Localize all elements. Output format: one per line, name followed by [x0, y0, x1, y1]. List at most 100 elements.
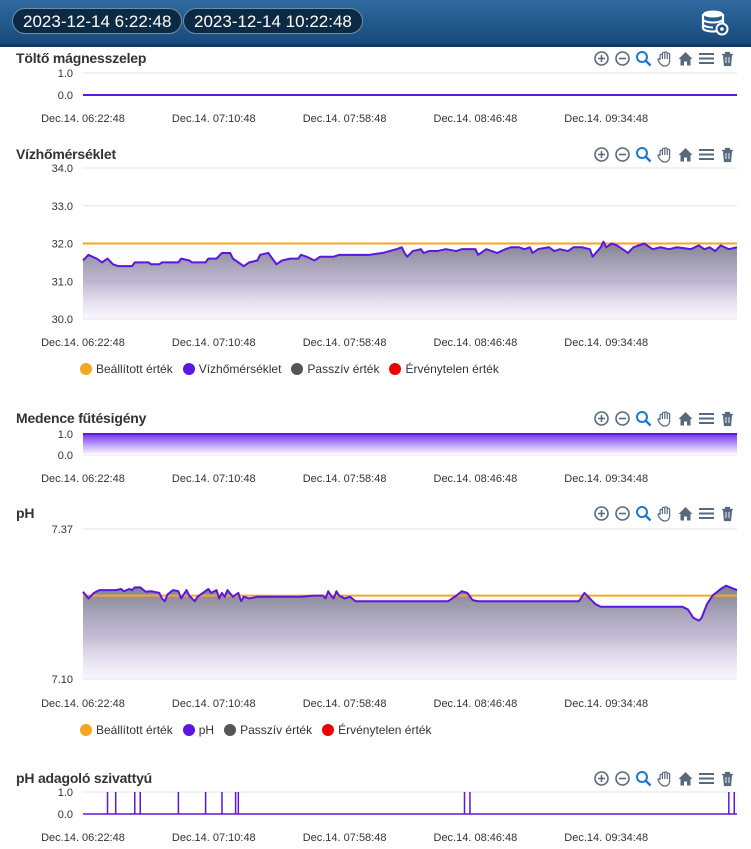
- x-tick-label: Dec.14. 07:58:48: [303, 337, 387, 349]
- end-date-button[interactable]: 2023-12-14 10:22:48: [183, 8, 363, 34]
- y-tick-label: 33.0: [52, 201, 73, 213]
- zoom-select-icon[interactable]: [635, 505, 652, 522]
- menu-icon[interactable]: [698, 505, 715, 522]
- legend-marker: [182, 363, 195, 375]
- menu-icon[interactable]: [698, 50, 715, 67]
- home-icon[interactable]: [677, 770, 694, 787]
- y-tick-label: 0.0: [58, 450, 73, 462]
- zoom-out-icon[interactable]: [614, 770, 631, 787]
- zoom-in-icon[interactable]: [593, 146, 610, 163]
- chart-toolbar: [593, 505, 736, 523]
- zoom-select-icon[interactable]: [635, 770, 652, 787]
- chart-svg[interactable]: 34.0 33.0 32.0 31.0 30.0 Dec.14. 06:22:48 Dec.…: [0, 146, 751, 352]
- chart-svg[interactable]: 1.0 0.0 Dec.14. 06:22:48 Dec.14. 07:10:48 De…: [0, 50, 751, 130]
- legend-item-value[interactable]: pH: [182, 721, 215, 739]
- chart-panel-ph: pH 7.37 7.10 Dec.14. 06:22:48 Dec.14. 07:10…: [0, 505, 751, 745]
- trash-icon[interactable]: [719, 770, 736, 787]
- pan-icon[interactable]: [656, 505, 673, 522]
- legend-item-passive[interactable]: Passzív érték: [291, 360, 379, 378]
- database-settings-icon[interactable]: [701, 8, 729, 36]
- legend-marker: [291, 363, 304, 375]
- menu-icon[interactable]: [698, 410, 715, 427]
- pan-icon[interactable]: [656, 146, 673, 163]
- zoom-out-icon[interactable]: [614, 410, 631, 427]
- y-tick-label: 7.10: [52, 674, 73, 686]
- pan-icon[interactable]: [656, 410, 673, 427]
- zoom-out-icon[interactable]: [614, 505, 631, 522]
- chart-svg[interactable]: 7.37 7.10 Dec.14. 06:22:48 Dec.14. 07:10:48…: [0, 505, 751, 715]
- legend-label: Beállított érték: [96, 723, 173, 737]
- trash-icon[interactable]: [719, 505, 736, 522]
- menu-icon[interactable]: [698, 146, 715, 163]
- legend-item-invalid[interactable]: Érvénytelen érték: [389, 360, 499, 378]
- zoom-select-icon[interactable]: [635, 410, 652, 427]
- trash-icon[interactable]: [719, 410, 736, 427]
- chart-title: pH adagoló szivattyú: [16, 770, 153, 786]
- legend-item-invalid[interactable]: Érvénytelen érték: [322, 721, 431, 739]
- chart-svg[interactable]: 1.0 0.0 Dec.14. 06:22:48 Dec.14. 07:10:48 De…: [0, 410, 751, 490]
- chart-title: Vízhőmérséklet: [16, 146, 116, 162]
- chart-legend: Beállított érték Vízhőmérséklet Passzív ér…: [80, 360, 499, 378]
- legend-label: Passzív érték: [240, 723, 313, 737]
- trash-icon[interactable]: [719, 146, 736, 163]
- zoom-in-icon[interactable]: [593, 50, 610, 67]
- x-tick-label: Dec.14. 08:46:48: [434, 473, 518, 485]
- legend-item-value[interactable]: Vízhőmérséklet: [182, 360, 281, 378]
- home-icon[interactable]: [677, 410, 694, 427]
- chart-panel-medence-futesigeny: Medence fűtésigény 1.0 0.0 Dec.14. 06:22:4…: [0, 410, 751, 490]
- legend-item-setpoint[interactable]: Beállított érték: [80, 360, 173, 378]
- x-tick-label: Dec.14. 08:46:48: [434, 698, 518, 710]
- x-tick-label: Dec.14. 07:10:48: [172, 832, 256, 844]
- legend-label: pH: [198, 723, 215, 737]
- chart-toolbar: [593, 410, 736, 428]
- chart-toolbar: [593, 770, 736, 788]
- zoom-in-icon[interactable]: [593, 505, 610, 522]
- home-icon[interactable]: [677, 146, 694, 163]
- start-date-button[interactable]: 2023-12-14 6:22:48: [12, 8, 183, 34]
- x-tick-label: Dec.14. 08:46:48: [434, 832, 518, 844]
- x-tick-label: Dec.14. 07:58:48: [303, 832, 387, 844]
- x-tick-label: Dec.14. 09:34:48: [564, 698, 648, 710]
- x-tick-label: Dec.14. 06:22:48: [41, 473, 125, 485]
- pan-icon[interactable]: [656, 770, 673, 787]
- chart-toolbar: [593, 50, 736, 68]
- chart-svg[interactable]: 1.0 0.0 Dec.14. 06:22:48 Dec.14. 07:10:48 De…: [0, 770, 751, 849]
- chart-title: Medence fűtésigény: [16, 410, 147, 426]
- home-icon[interactable]: [677, 505, 694, 522]
- legend-item-setpoint[interactable]: Beállított érték: [80, 721, 173, 739]
- x-tick-label: Dec.14. 09:34:48: [564, 832, 648, 844]
- chart-panel-ph-adagolo-szivattyu: pH adagoló szivattyú 1.0 0.0 Dec.14. 06:22…: [0, 770, 751, 849]
- chart-title: Töltő mágnesszelep: [16, 50, 147, 66]
- area-fill: [83, 241, 737, 319]
- y-tick-label: 1.0: [58, 429, 73, 441]
- series-line-value: [82, 584, 738, 622]
- legend-item-passive[interactable]: Passzív érték: [224, 721, 312, 739]
- zoom-out-icon[interactable]: [614, 146, 631, 163]
- zoom-select-icon[interactable]: [635, 50, 652, 67]
- y-tick-label: 7.37: [52, 524, 73, 536]
- chart-title: pH: [16, 505, 35, 521]
- area-fill: [83, 585, 737, 679]
- top-bar: 2023-12-14 6:22:48 2023-12-14 10:22:48: [0, 0, 751, 47]
- legend-label: Érvénytelen érték: [338, 723, 432, 737]
- x-tick-label: Dec.14. 07:58:48: [303, 698, 387, 710]
- y-tick-label: 32.0: [52, 239, 73, 251]
- x-tick-label: Dec.14. 07:58:48: [303, 473, 387, 485]
- legend-marker: [224, 724, 237, 736]
- pan-icon[interactable]: [656, 50, 673, 67]
- home-icon[interactable]: [677, 50, 694, 67]
- x-tick-label: Dec.14. 07:10:48: [172, 698, 256, 710]
- zoom-in-icon[interactable]: [593, 770, 610, 787]
- series-line-value: [82, 240, 738, 268]
- x-tick-label: Dec.14. 07:10:48: [172, 113, 256, 125]
- x-tick-label: Dec.14. 07:10:48: [172, 473, 256, 485]
- zoom-out-icon[interactable]: [614, 50, 631, 67]
- legend-label: Passzív érték: [307, 362, 380, 376]
- zoom-select-icon[interactable]: [635, 146, 652, 163]
- legend-marker: [182, 724, 195, 736]
- zoom-in-icon[interactable]: [593, 410, 610, 427]
- menu-icon[interactable]: [698, 770, 715, 787]
- y-tick-label: 34.0: [52, 163, 73, 175]
- x-tick-label: Dec.14. 09:34:48: [564, 473, 648, 485]
- trash-icon[interactable]: [719, 50, 736, 67]
